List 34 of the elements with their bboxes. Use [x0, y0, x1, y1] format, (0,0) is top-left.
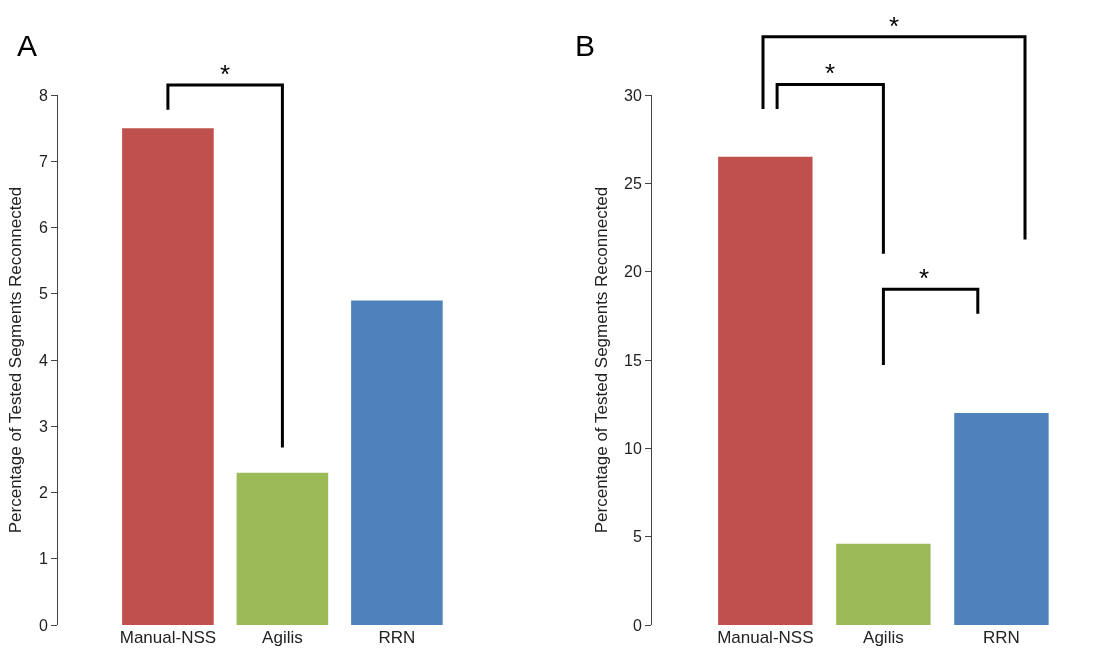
y-tick-label: 5 — [632, 528, 642, 546]
y-tick-label: 4 — [38, 351, 48, 369]
text: * — [889, 11, 900, 41]
y-tick-label: 1 — [38, 550, 48, 568]
bar — [954, 413, 1049, 625]
y-tick-label: 6 — [38, 219, 48, 237]
y-axis-title: Percentage of Tested Segments Reconnected — [6, 186, 26, 534]
y-tick-label: 2 — [38, 484, 48, 502]
y-tick-label: 3 — [38, 417, 48, 435]
x-tick-label: Manual-NSS — [717, 628, 814, 647]
text: * — [220, 59, 231, 89]
y-tick-label: 5 — [38, 285, 48, 303]
y-tick-label: 7 — [38, 152, 48, 170]
y-tick-label: 8 — [38, 86, 48, 104]
y-tick-label: 15 — [624, 351, 642, 369]
y-tick-label: 10 — [624, 439, 642, 457]
bar — [236, 472, 329, 625]
x-tick-label: RRN — [983, 628, 1020, 647]
text: B — [575, 29, 596, 62]
y-tick-label: 20 — [624, 263, 642, 281]
y-tick-label: 0 — [632, 616, 642, 634]
text: * — [825, 58, 836, 88]
bar — [836, 543, 931, 625]
y-tick-label: 25 — [624, 174, 642, 192]
y-tick-label: 0 — [38, 616, 48, 634]
x-tick-label: Manual-NSS — [119, 628, 217, 647]
y-axis-title: Percentage of Tested Segments Reconnected — [591, 186, 611, 534]
x-tick-label: RRN — [378, 628, 416, 647]
x-tick-label: Agilis — [262, 628, 303, 647]
y-tick-label: 30 — [624, 86, 642, 104]
bar — [351, 300, 443, 625]
text: A — [17, 29, 38, 62]
x-tick-label: Agilis — [863, 628, 904, 647]
annotation: * — [919, 263, 930, 293]
